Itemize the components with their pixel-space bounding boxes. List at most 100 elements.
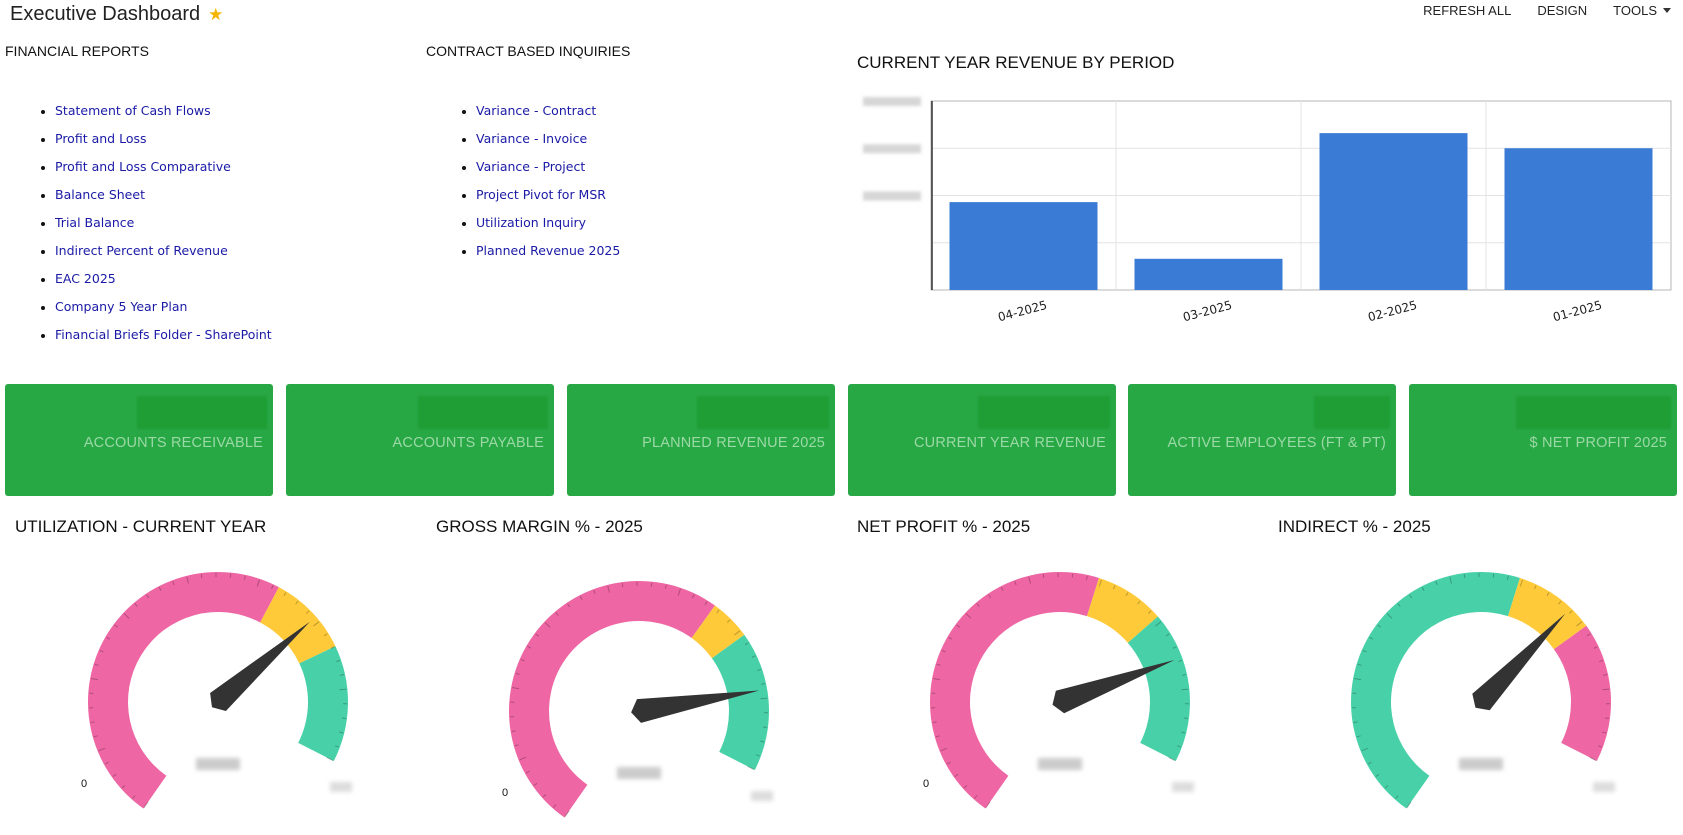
- gauge-band: [1351, 572, 1520, 809]
- contract-inquiry-link[interactable]: Variance - Invoice: [476, 131, 588, 146]
- gauge-tick: [1533, 585, 1537, 590]
- gauge-tick: [1386, 613, 1393, 619]
- financial-report-link[interactable]: Indirect Percent of Revenue: [55, 243, 228, 258]
- gauge-tick: [1576, 621, 1583, 627]
- financial-report-link[interactable]: Profit and Loss: [55, 131, 147, 146]
- gauge-tick: [326, 756, 334, 762]
- gauge-needle: [1472, 613, 1566, 711]
- kpi-tile[interactable]: $ NET PROFIT 2025: [1409, 384, 1677, 496]
- contract-inquiry-link[interactable]: Planned Revenue 2025: [476, 243, 621, 258]
- gauge-title: INDIRECT % - 2025: [1278, 517, 1431, 536]
- gauge-tick: [941, 649, 946, 653]
- financial-report-item: Profit and Loss: [55, 125, 272, 153]
- kpi-label: $ NET PROFIT 2025: [1529, 435, 1667, 451]
- gauge-tick: [1042, 574, 1045, 579]
- gauge-tick: [734, 630, 741, 636]
- revenue-bar-chart: 04-2025 03-2025 02-2025 01-2025: [863, 97, 1672, 325]
- gauge-band: [1086, 577, 1158, 643]
- gauge-tick: [340, 674, 345, 676]
- gauge-tick: [1375, 773, 1380, 778]
- gauge-tick: [1155, 621, 1162, 627]
- contract-inquiry-item: Planned Revenue 2025: [476, 237, 620, 265]
- gauge-band: [711, 634, 770, 771]
- kpi-tile[interactable]: ACCOUNTS RECEIVABLE: [5, 384, 273, 496]
- header-actions: REFRESH ALL DESIGN TOOLS: [1423, 3, 1671, 18]
- gauge-tick: [132, 795, 136, 799]
- financial-report-link[interactable]: Trial Balance: [55, 215, 135, 230]
- gauge: [1351, 572, 1611, 809]
- contract-inquiry-item: Variance - Project: [476, 153, 620, 181]
- gauge-tick: [579, 595, 583, 600]
- gauge-tick: [1435, 581, 1438, 586]
- revenue-bar[interactable]: [949, 202, 1098, 290]
- gauge-tick: [948, 636, 953, 640]
- x-tick-label: 03-2025: [1181, 298, 1233, 325]
- contract-inquiry-item: Variance - Contract: [476, 97, 620, 125]
- gauge-tick: [1597, 745, 1603, 748]
- kpi-value-redacted: [137, 396, 267, 429]
- financial-report-link[interactable]: Company 5 Year Plan: [55, 299, 188, 314]
- contract-inquiry-link[interactable]: Project Pivot for MSR: [476, 187, 606, 202]
- refresh-all-button[interactable]: REFRESH ALL: [1423, 3, 1512, 18]
- contract-inquiry-link[interactable]: Variance - Contract: [476, 103, 597, 118]
- design-button[interactable]: DESIGN: [1537, 3, 1588, 18]
- favorite-star-icon[interactable]: ★: [208, 4, 224, 24]
- revenue-bar[interactable]: [1319, 133, 1468, 290]
- gauge-tick: [243, 575, 246, 580]
- gauge-title: NET PROFIT % - 2025: [857, 517, 1031, 536]
- revenue-bar[interactable]: [1134, 258, 1283, 290]
- gauge-tick: [933, 678, 941, 681]
- gauge-tick: [334, 745, 340, 748]
- kpi-tile[interactable]: PLANNED REVENUE 2025: [567, 384, 835, 496]
- financial-report-item: EAC 2025: [55, 265, 272, 293]
- gauge-tick: [677, 588, 681, 596]
- gauge-tick: [1356, 735, 1361, 738]
- kpi-tile[interactable]: ACTIVE EMPLOYEES (FT & PT): [1128, 384, 1396, 496]
- kpi-tile[interactable]: ACCOUNTS PAYABLE: [286, 384, 554, 496]
- gauge-tick: [691, 594, 695, 599]
- kpi-value-redacted: [418, 396, 548, 429]
- gauge-tick: [336, 659, 341, 663]
- gauge-tick: [760, 697, 768, 700]
- gauge-tick: [1354, 678, 1362, 681]
- gauge-tick: [525, 770, 530, 774]
- contract-inquiry-link[interactable]: Variance - Project: [476, 159, 586, 174]
- gauge-tick: [1377, 624, 1382, 628]
- tools-menu-button[interactable]: TOOLS: [1613, 3, 1671, 18]
- gauge-tick: [1546, 592, 1550, 597]
- financial-report-link[interactable]: Balance Sheet: [55, 187, 145, 202]
- chevron-down-icon: [1663, 8, 1671, 13]
- gauge-band: [508, 580, 716, 818]
- gauge-tick: [1395, 795, 1399, 799]
- kpi-tile[interactable]: CURRENT YEAR REVENUE: [848, 384, 1116, 496]
- gauge-tick: [1182, 674, 1187, 676]
- kpi-label: ACCOUNTS RECEIVABLE: [83, 435, 263, 451]
- financial-report-link[interactable]: Statement of Cash Flows: [55, 103, 211, 118]
- gauge-tick: [1000, 586, 1004, 591]
- gauge-tick: [1599, 659, 1604, 663]
- gauge-band: [1507, 577, 1587, 650]
- contract-inquiry-item: Project Pivot for MSR: [476, 181, 620, 209]
- gauge-tick: [1604, 717, 1610, 719]
- revenue-bar[interactable]: [1504, 148, 1653, 290]
- gauge-tick: [974, 795, 978, 799]
- financial-report-item: Profit and Loss Comparative: [55, 153, 272, 181]
- gauge-tick: [555, 612, 559, 616]
- gauge-tick: [704, 601, 708, 606]
- gauge-tick: [533, 782, 538, 787]
- financial-report-item: Financial Briefs Folder - SharePoint: [55, 321, 272, 349]
- financial-report-link[interactable]: Financial Briefs Folder - SharePoint: [55, 327, 272, 342]
- gauge: [88, 572, 348, 809]
- financial-report-link[interactable]: EAC 2025: [55, 271, 116, 286]
- y-tick-label-redacted: [863, 97, 921, 106]
- gauge-max-redacted: [1593, 782, 1615, 792]
- financial-report-link[interactable]: Profit and Loss Comparative: [55, 159, 231, 174]
- gauge-tick: [200, 574, 203, 579]
- contract-inquiry-link[interactable]: Utilization Inquiry: [476, 215, 587, 230]
- gauge-tick: [1409, 594, 1413, 599]
- gauge-tick: [621, 583, 624, 588]
- gauge-tick: [270, 585, 274, 590]
- gauge-tick: [988, 594, 992, 599]
- gauge-tick: [755, 754, 761, 757]
- gauge-value-redacted: [1459, 758, 1503, 770]
